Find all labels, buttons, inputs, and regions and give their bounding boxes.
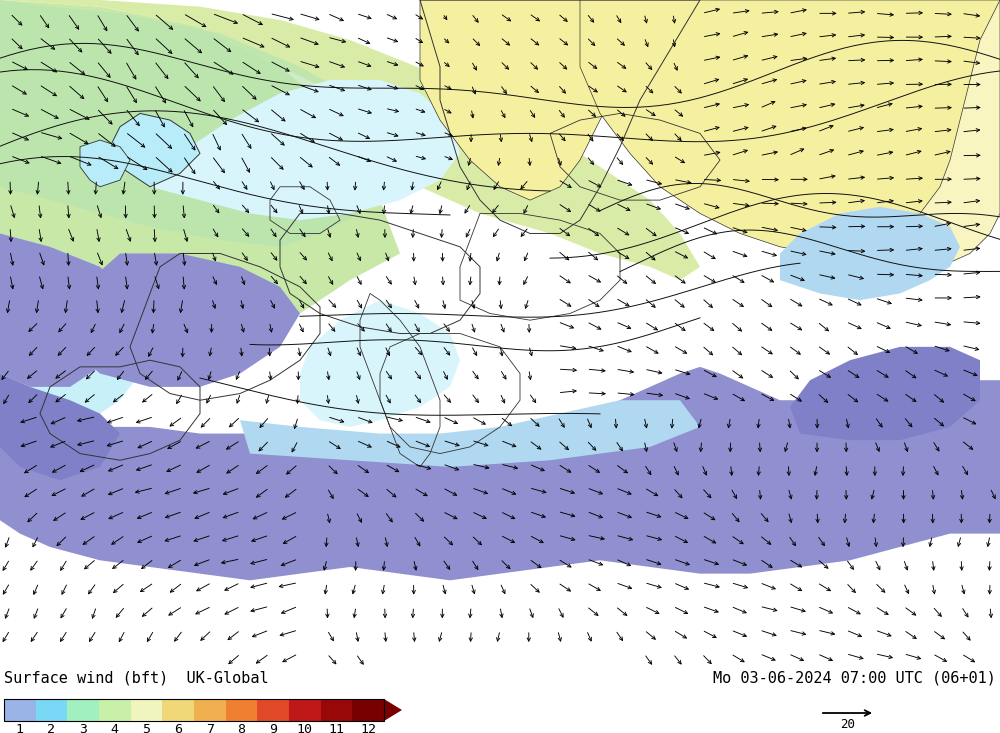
- Polygon shape: [420, 0, 700, 200]
- Polygon shape: [780, 207, 960, 301]
- Text: 2: 2: [48, 723, 56, 733]
- Bar: [352, 699, 384, 721]
- Bar: [4, 699, 36, 721]
- Polygon shape: [0, 347, 1000, 581]
- Polygon shape: [0, 0, 400, 334]
- Text: 7: 7: [206, 723, 214, 733]
- Bar: [131, 699, 162, 721]
- Text: 8: 8: [238, 723, 246, 733]
- Text: 3: 3: [79, 723, 87, 733]
- Bar: [194, 699, 226, 721]
- Polygon shape: [790, 347, 980, 441]
- Polygon shape: [240, 400, 700, 467]
- Bar: [321, 699, 352, 721]
- Text: 6: 6: [174, 723, 182, 733]
- Polygon shape: [700, 0, 1000, 267]
- Polygon shape: [0, 0, 700, 280]
- Bar: [289, 699, 321, 721]
- Bar: [67, 699, 99, 721]
- Bar: [162, 699, 194, 721]
- Bar: [226, 699, 257, 721]
- Polygon shape: [300, 301, 460, 427]
- Bar: [36, 699, 67, 721]
- Polygon shape: [0, 0, 420, 247]
- Polygon shape: [0, 233, 120, 387]
- Text: Surface wind (bft)  UK-Global: Surface wind (bft) UK-Global: [4, 670, 269, 685]
- Polygon shape: [384, 699, 402, 721]
- Text: 5: 5: [143, 723, 150, 733]
- Text: 4: 4: [111, 723, 119, 733]
- Polygon shape: [70, 254, 300, 387]
- Bar: [257, 699, 289, 721]
- Text: 10: 10: [297, 723, 313, 733]
- Polygon shape: [0, 233, 140, 413]
- Text: Mo 03-06-2024 07:00 UTC (06+01): Mo 03-06-2024 07:00 UTC (06+01): [713, 670, 996, 685]
- Polygon shape: [580, 0, 1000, 254]
- Bar: [4, 699, 384, 721]
- Bar: [99, 699, 131, 721]
- Text: 12: 12: [360, 723, 376, 733]
- Text: 20: 20: [840, 718, 855, 731]
- Polygon shape: [150, 80, 460, 220]
- Text: 1: 1: [16, 723, 24, 733]
- Text: 9: 9: [269, 723, 277, 733]
- Polygon shape: [80, 140, 130, 187]
- Polygon shape: [110, 114, 200, 187]
- Text: 11: 11: [328, 723, 344, 733]
- Polygon shape: [0, 374, 120, 480]
